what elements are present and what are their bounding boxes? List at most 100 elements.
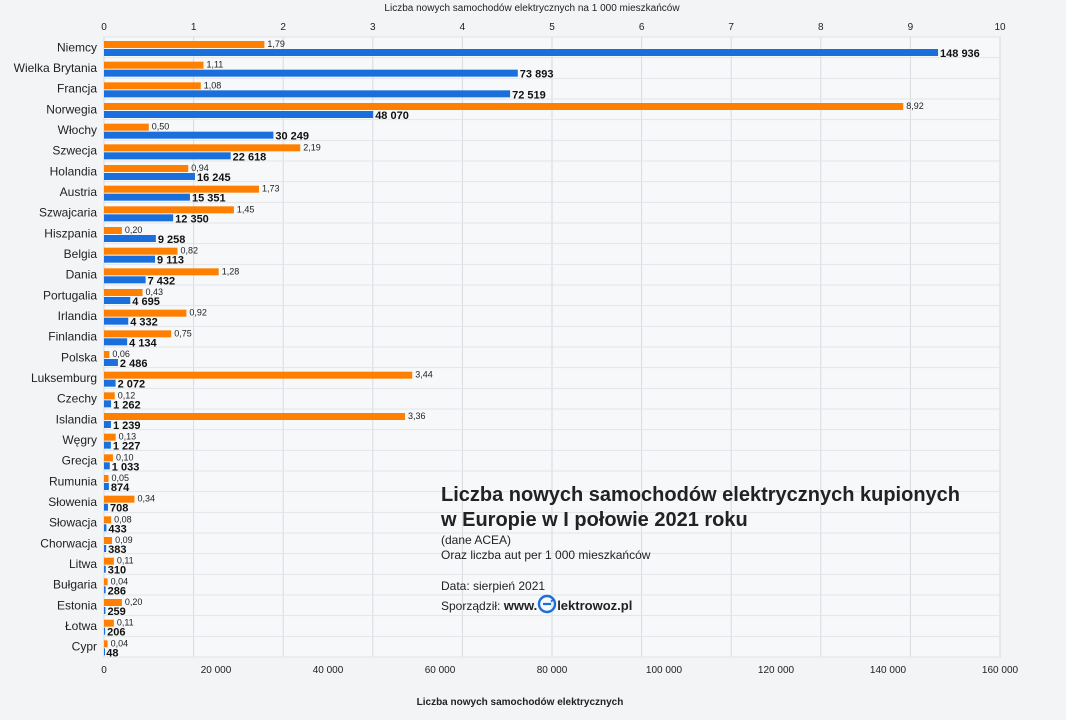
bottom-axis-tick: 20 000	[201, 665, 232, 676]
per-1000-value-label: 1,08	[204, 80, 222, 90]
per-1000-value-label: 0,82	[180, 246, 198, 256]
per-1000-value-label: 0,43	[146, 287, 164, 297]
per-1000-value-label: 0,06	[112, 349, 130, 359]
bar-count	[104, 69, 518, 77]
category-label: Bułgaria	[53, 578, 97, 592]
count-value-label: 1 239	[113, 420, 141, 432]
bar-per-1000	[104, 309, 187, 317]
count-value-label: 1 227	[113, 441, 141, 453]
data-source: (dane ACEA)	[441, 533, 512, 547]
count-value-label: 2 486	[120, 358, 148, 370]
category-label: Portugalia	[43, 288, 97, 302]
category-label: Szwajcaria	[39, 206, 97, 220]
per-1000-value-label: 0,11	[117, 618, 134, 628]
category-label: Francja	[57, 82, 97, 96]
count-value-label: 4 695	[132, 296, 160, 308]
count-value-label: 1 033	[112, 461, 140, 473]
top-axis-tick: 8	[818, 22, 824, 33]
per-1000-value-label: 0,94	[191, 163, 209, 173]
count-value-label: 286	[108, 585, 126, 597]
category-label: Norwegia	[46, 102, 97, 116]
bar-count	[104, 524, 107, 532]
category-label: Islandia	[56, 412, 98, 426]
bar-per-1000	[104, 599, 122, 606]
bar-count	[104, 214, 174, 222]
bottom-axis-tick: 80 000	[537, 665, 568, 676]
chart-title-line1: Liczba nowych samochodów elektrycznych k…	[441, 484, 961, 506]
bar-per-1000	[104, 268, 219, 276]
bar-count	[104, 297, 131, 304]
bar-per-1000	[104, 227, 122, 234]
bar-per-1000	[104, 330, 172, 338]
category-label: Słowenia	[48, 495, 97, 509]
category-label: Rumunia	[49, 474, 97, 488]
per-1000-value-label: 0,04	[111, 576, 129, 586]
count-value-label: 148 936	[940, 48, 980, 60]
per-1000-value-label: 0,20	[125, 225, 143, 235]
top-axis-tick: 10	[994, 22, 1006, 33]
bar-per-1000	[104, 289, 143, 296]
bar-count	[104, 193, 190, 201]
per-1000-value-label: 3,36	[408, 411, 426, 421]
category-label: Cypr	[72, 640, 97, 654]
category-label: Węgry	[62, 433, 97, 447]
per-1000-value-label: 0,13	[119, 432, 137, 442]
bottom-axis-tick: 60 000	[425, 665, 456, 676]
bar-per-1000	[104, 247, 178, 255]
bar-per-1000	[104, 495, 135, 503]
per-1000-value-label: 0,08	[114, 514, 132, 524]
per-1000-value-label: 0,75	[174, 328, 192, 338]
per-1000-value-label: 0,05	[111, 473, 129, 483]
bar-per-1000	[104, 41, 265, 48]
bar-per-1000	[104, 123, 149, 131]
top-axis-tick: 9	[908, 22, 914, 33]
top-axis-tick: 4	[460, 22, 466, 33]
top-axis-tick: 1	[191, 22, 197, 33]
top-axis-tick: 5	[549, 22, 555, 33]
category-label: Holandia	[50, 164, 98, 178]
category-label: Szwecja	[52, 144, 97, 158]
per-1000-value-label: 0,11	[117, 556, 134, 566]
bar-count	[104, 255, 156, 263]
count-value-label: 30 249	[275, 131, 309, 143]
category-label: Austria	[60, 185, 98, 199]
category-label: Estonia	[57, 598, 97, 612]
bottom-axis-tick: 160 000	[982, 665, 1019, 676]
category-label: Finlandia	[48, 330, 97, 344]
category-label: Polska	[61, 350, 97, 364]
top-axis-tick: 3	[370, 22, 376, 33]
category-label: Niemcy	[57, 40, 97, 54]
count-value-label: 48	[106, 647, 118, 659]
top-axis-tick: 6	[639, 22, 645, 33]
category-label: Belgia	[64, 247, 98, 261]
bottom-axis-tick: 0	[101, 665, 107, 676]
bar-per-1000	[104, 516, 112, 524]
per-1000-value-label: 0,20	[125, 597, 143, 607]
top-axis-tick: 0	[101, 22, 107, 33]
bar-per-1000	[104, 413, 406, 420]
bar-count	[104, 421, 111, 428]
category-label: Hiszpania	[44, 226, 97, 240]
chart-subtitle: Oraz liczba aut per 1 000 mieszkańców	[441, 548, 651, 562]
count-value-label: 4 134	[129, 337, 157, 349]
bar-count	[104, 235, 156, 242]
bar-count	[104, 545, 107, 552]
bar-count	[104, 317, 129, 325]
per-1000-value-label: 1,11	[206, 60, 223, 70]
brand-prefix: www.	[503, 598, 538, 613]
bar-per-1000	[104, 144, 301, 152]
top-axis-tick: 7	[728, 22, 734, 33]
count-value-label: 72 519	[512, 89, 546, 101]
per-1000-value-label: 0,04	[111, 638, 129, 648]
per-1000-value-label: 1,28	[222, 266, 240, 276]
count-value-label: 9 258	[158, 234, 186, 246]
bar-per-1000	[104, 537, 113, 544]
per-1000-value-label: 1,73	[262, 184, 280, 194]
count-value-label: 708	[110, 503, 128, 515]
count-value-label: 259	[107, 606, 125, 618]
per-1000-value-label: 0,34	[137, 494, 155, 504]
bar-count	[104, 627, 106, 635]
per-1000-value-label: 0,09	[115, 535, 133, 545]
